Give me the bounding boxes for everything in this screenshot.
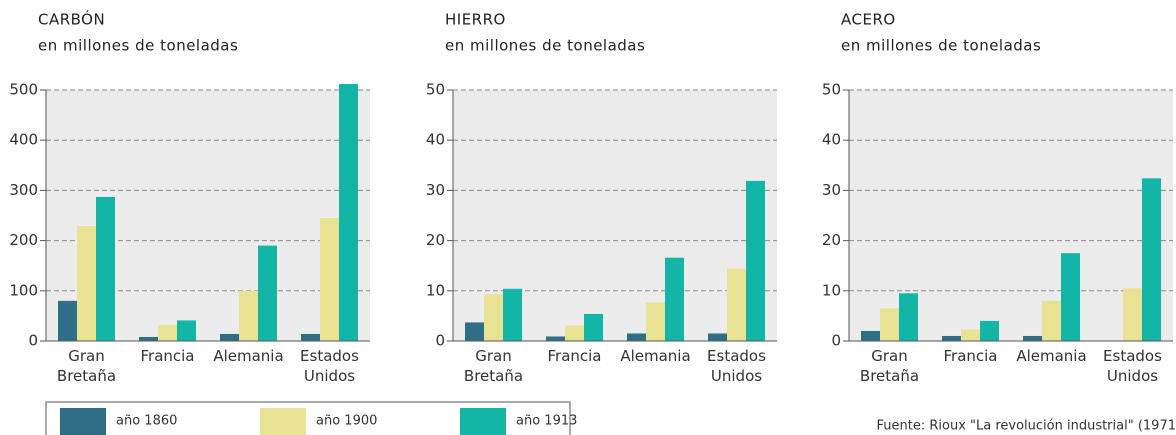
bar bbox=[239, 290, 258, 341]
bar bbox=[1023, 335, 1042, 341]
x-tick-label: Gran Bretaña bbox=[860, 347, 919, 385]
x-tick-label: Alemania bbox=[213, 347, 283, 365]
y-tick-label: 20 bbox=[426, 231, 445, 249]
bar bbox=[961, 329, 980, 341]
bar bbox=[96, 196, 115, 341]
bar bbox=[139, 336, 158, 341]
legend-label: año 1900 bbox=[316, 414, 377, 429]
legend-box bbox=[45, 401, 571, 435]
bar bbox=[1042, 300, 1061, 341]
x-tick-label: Alemania bbox=[620, 347, 690, 365]
bar bbox=[339, 83, 358, 341]
bar bbox=[77, 226, 96, 341]
bar bbox=[584, 313, 603, 341]
y-tick-label: 300 bbox=[9, 181, 38, 199]
y-tick-label: 200 bbox=[9, 231, 38, 249]
chart-title: ACERO bbox=[841, 11, 896, 29]
bar bbox=[58, 300, 77, 341]
y-tick-label: 10 bbox=[426, 281, 445, 299]
y-tick-label: 0 bbox=[435, 332, 445, 350]
bar bbox=[258, 245, 277, 341]
bar bbox=[1142, 178, 1161, 341]
bar bbox=[627, 333, 646, 341]
bar bbox=[746, 180, 765, 341]
chart-title: HIERRO bbox=[445, 11, 506, 29]
y-tick-label: 40 bbox=[426, 131, 445, 149]
source: Fuente: Rioux "La revolución industrial"… bbox=[877, 419, 1176, 434]
bar bbox=[301, 333, 320, 341]
bar bbox=[861, 330, 880, 341]
bar bbox=[727, 268, 746, 341]
bar bbox=[1123, 288, 1142, 341]
x-tick-label: Alemania bbox=[1016, 347, 1086, 365]
legend-swatch bbox=[260, 408, 306, 435]
chart-title: CARBÓN bbox=[38, 10, 105, 29]
chart-subtitle: en millones de toneladas bbox=[841, 37, 1041, 55]
x-tick-label: Gran Bretaña bbox=[57, 347, 116, 385]
x-tick-label: Estados Unidos bbox=[707, 347, 766, 385]
bar bbox=[980, 320, 999, 341]
chart-subtitle: en millones de toneladas bbox=[38, 37, 238, 55]
bar bbox=[565, 325, 584, 341]
y-tick-label: 400 bbox=[9, 131, 38, 149]
bar bbox=[177, 320, 196, 341]
bar bbox=[158, 324, 177, 341]
y-tick-label: 40 bbox=[822, 131, 841, 149]
legend-swatch bbox=[460, 408, 506, 435]
x-tick-label: Francia bbox=[547, 347, 601, 365]
chart-subtitle: en millones de toneladas bbox=[445, 37, 645, 55]
x-tick-label: Estados Unidos bbox=[1103, 347, 1162, 385]
bar bbox=[320, 218, 339, 341]
bar bbox=[899, 293, 918, 341]
bar bbox=[1061, 253, 1080, 341]
y-tick-label: 10 bbox=[822, 281, 841, 299]
bar bbox=[665, 257, 684, 341]
bar bbox=[503, 288, 522, 341]
x-tick-label: Gran Bretaña bbox=[464, 347, 523, 385]
y-tick-label: 50 bbox=[426, 81, 445, 99]
x-tick-label: Estados Unidos bbox=[300, 347, 359, 385]
bar bbox=[646, 302, 665, 341]
bar bbox=[465, 322, 484, 341]
bar bbox=[220, 333, 239, 341]
bar bbox=[880, 308, 899, 341]
bar bbox=[546, 336, 565, 341]
y-tick-label: 20 bbox=[822, 231, 841, 249]
y-tick-label: 0 bbox=[28, 332, 38, 350]
legend-label: año 1913 bbox=[516, 414, 577, 429]
y-tick-label: 100 bbox=[9, 281, 38, 299]
y-tick-label: 500 bbox=[9, 81, 38, 99]
x-tick-label: Francia bbox=[943, 347, 997, 365]
bar bbox=[942, 335, 961, 341]
bar bbox=[708, 333, 727, 341]
y-tick-label: 30 bbox=[426, 181, 445, 199]
legend-swatch bbox=[60, 408, 106, 435]
bar bbox=[484, 294, 503, 341]
y-tick-label: 0 bbox=[831, 332, 841, 350]
legend-label: año 1860 bbox=[116, 414, 177, 429]
y-tick-label: 30 bbox=[822, 181, 841, 199]
y-tick-label: 50 bbox=[822, 81, 841, 99]
x-tick-label: Francia bbox=[140, 347, 194, 365]
